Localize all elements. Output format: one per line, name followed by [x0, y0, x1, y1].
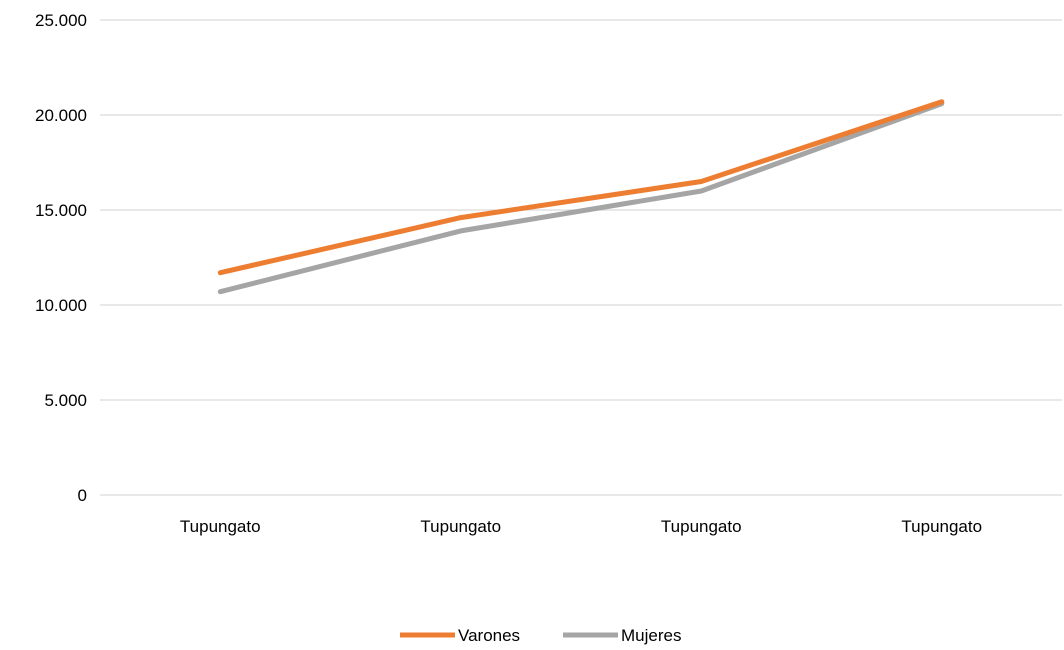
x-tick-label: Tupungato — [420, 517, 501, 536]
y-tick-label: 15.000 — [35, 201, 87, 220]
x-tick-label: Tupungato — [180, 517, 261, 536]
legend-label-mujeres: Mujeres — [621, 626, 681, 645]
y-tick-label: 5.000 — [44, 391, 87, 410]
legend-label-varones: Varones — [458, 626, 520, 645]
y-tick-label: 20.000 — [35, 106, 87, 125]
series-line-varones — [217, 99, 945, 276]
y-tick-label: 25.000 — [35, 11, 87, 30]
gridlines — [100, 19, 1062, 496]
x-axis-tick-labels: Tupungato Tupungato Tupungato Tupungato — [180, 517, 982, 536]
y-axis-tick-labels: 0 5.000 10.000 15.000 20.000 25.000 — [35, 11, 87, 505]
legend: Varones Mujeres — [400, 626, 681, 645]
y-tick-label: 10.000 — [35, 296, 87, 315]
series-line-mujeres — [217, 101, 945, 295]
x-tick-label: Tupungato — [661, 517, 742, 536]
x-tick-label: Tupungato — [901, 517, 982, 536]
y-tick-label: 0 — [78, 486, 87, 505]
series-lines — [217, 99, 945, 295]
